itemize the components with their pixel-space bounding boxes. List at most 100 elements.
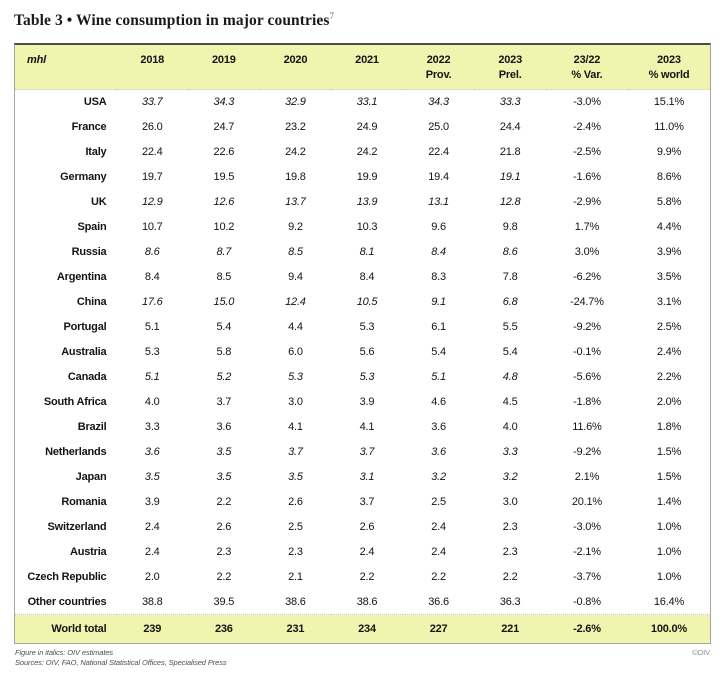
value-cell: 3.6 — [116, 439, 189, 465]
value-cell: 6.8 — [474, 289, 546, 315]
footnote-sources: Sources: OIV, FAO, National Statistical … — [15, 657, 227, 667]
country-label: Japan — [15, 464, 117, 490]
value-cell: 9.6 — [402, 214, 475, 240]
country-label: China — [15, 289, 117, 315]
value-cell: 5.6 — [331, 339, 403, 365]
value-cell: 8.1 — [331, 239, 403, 265]
value-cell: -3.0% — [545, 89, 628, 115]
value-cell: 2.2 — [188, 564, 260, 590]
table-row-total: World total 239 236 231 234 227 221 -2.6% 100.0% — [15, 614, 710, 643]
value-cell: 19.1 — [474, 164, 546, 190]
value-cell: 6.0 — [259, 339, 332, 365]
value-cell: 2.6 — [188, 514, 260, 540]
value-cell: 100.0% — [627, 614, 710, 643]
col-label: 2019 — [212, 54, 236, 67]
country-label: Russia — [15, 239, 117, 265]
value-cell: -2.4% — [545, 114, 628, 140]
col-label: 23/22 — [573, 54, 601, 67]
value-cell: 9.2 — [259, 214, 332, 240]
col-header-2021: 2021 — [331, 45, 403, 91]
value-cell: 227 — [402, 614, 475, 643]
value-cell: 19.4 — [402, 164, 475, 190]
value-cell: 4.1 — [331, 414, 403, 440]
value-cell: 3.7 — [331, 439, 403, 465]
col-label: 2023 — [498, 54, 522, 67]
country-label: Portugal — [15, 314, 117, 340]
value-cell: 3.3 — [116, 414, 189, 440]
col-header-variation: 23/22 % Var. — [545, 45, 628, 91]
value-cell: 2.4 — [402, 514, 475, 540]
value-cell: -1.6% — [545, 164, 628, 190]
col-sublabel — [118, 68, 186, 83]
value-cell: 3.5 — [188, 439, 260, 465]
col-label: 2021 — [355, 54, 379, 67]
value-cell: 12.4 — [259, 289, 332, 315]
country-label: Netherlands — [15, 439, 117, 465]
value-cell: 6.1 — [402, 314, 475, 340]
table-row: Germany 19.7 19.5 19.8 19.9 19.4 19.1 -1.6% 8.6% — [15, 164, 710, 190]
table-row: Spain 10.7 10.2 9.2 10.3 9.6 9.8 1.7% 4.4% — [15, 214, 710, 240]
value-cell: 4.4 — [259, 314, 332, 340]
table-row: Australia 5.3 5.8 6.0 5.6 5.4 5.4 -0.1% 2.4% — [15, 339, 710, 365]
col-label: 2018 — [140, 54, 165, 67]
value-cell: 8.5 — [188, 264, 260, 290]
value-cell: 13.1 — [402, 189, 475, 215]
value-cell: 4.5 — [474, 389, 546, 415]
country-label: Canada — [15, 364, 117, 390]
table-row: Switzerland 2.4 2.6 2.5 2.6 2.4 2.3 -3.0% 1.0% — [15, 514, 710, 540]
value-cell: 8.3 — [402, 264, 475, 290]
value-cell: 38.8 — [116, 589, 189, 615]
footnote-italics: Figure in italics: OIV estimates — [15, 647, 114, 657]
value-cell: 234 — [331, 614, 403, 643]
value-cell: 2.3 — [474, 514, 546, 540]
value-cell: -9.2% — [545, 314, 628, 340]
value-cell: 9.4 — [259, 264, 332, 290]
col-header-world-share: 2023 % world — [627, 45, 710, 91]
value-cell: 5.3 — [116, 339, 189, 365]
value-cell: 2.5% — [627, 314, 710, 340]
value-cell: 5.4 — [188, 314, 260, 340]
value-cell: 33.7 — [116, 89, 189, 115]
value-cell: 2.1 — [259, 564, 332, 590]
value-cell: 24.7 — [188, 114, 260, 140]
value-cell: 221 — [474, 614, 546, 643]
value-cell: 10.7 — [116, 214, 189, 240]
value-cell: -0.8% — [545, 589, 628, 615]
wine-consumption-table: mhl 2018 2019 2020 2021 2022 Prov. 2023 Pr… — [14, 43, 711, 644]
country-label: Germany — [15, 164, 117, 190]
value-cell: 5.1 — [402, 364, 475, 390]
country-label: USA — [15, 89, 117, 115]
value-cell: 12.8 — [474, 189, 546, 215]
title-text: Table 3 • Wine consumption in major coun… — [14, 12, 330, 30]
value-cell: 8.7 — [188, 239, 260, 265]
value-cell: 13.9 — [331, 189, 403, 215]
value-cell: 2.6 — [259, 489, 332, 515]
value-cell: 3.7 — [188, 389, 260, 415]
value-cell: 8.4 — [331, 264, 403, 290]
value-cell: -3.7% — [545, 564, 628, 590]
value-cell: 5.8% — [627, 189, 710, 215]
value-cell: -2.6% — [545, 614, 628, 643]
value-cell: 2.2 — [331, 564, 403, 590]
value-cell: 15.1% — [627, 89, 710, 115]
value-cell: 2.2 — [474, 564, 546, 590]
country-label: World total — [15, 614, 117, 643]
value-cell: 8.4 — [402, 239, 475, 265]
country-label: Italy — [15, 139, 117, 165]
value-cell: 39.5 — [188, 589, 260, 615]
value-cell: 23.2 — [259, 114, 332, 140]
value-cell: 1.7% — [545, 214, 628, 240]
value-cell: 2.3 — [259, 539, 332, 565]
value-cell: 3.0 — [259, 389, 332, 415]
value-cell: 231 — [259, 614, 332, 643]
value-cell: 5.1 — [116, 364, 189, 390]
value-cell: 2.5 — [259, 514, 332, 540]
value-cell: 4.0 — [116, 389, 189, 415]
col-sublabel: Prov. — [425, 69, 452, 81]
value-cell: 24.2 — [331, 139, 403, 165]
value-cell: 5.3 — [259, 364, 332, 390]
value-cell: 8.6 — [116, 239, 189, 265]
table-header: mhl 2018 2019 2020 2021 2022 Prov. 2023 Pr… — [15, 45, 710, 91]
page-title: Table 3 • Wine consumption in major coun… — [14, 11, 711, 30]
